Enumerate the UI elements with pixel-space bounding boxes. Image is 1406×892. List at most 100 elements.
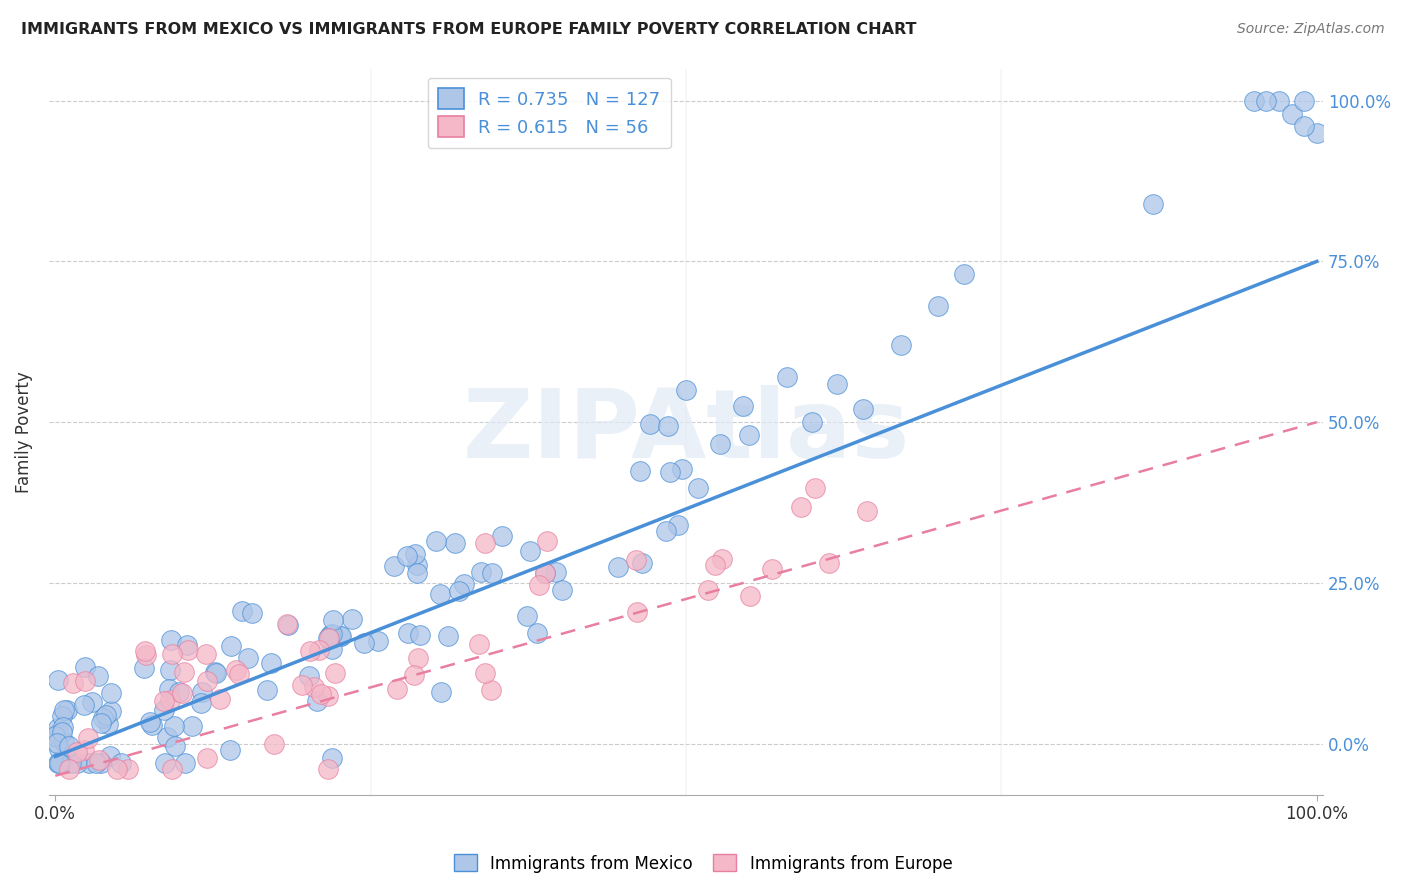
Point <box>640 417 662 431</box>
Point <box>240 606 263 620</box>
Point <box>790 500 813 515</box>
Point <box>449 583 471 598</box>
Point <box>817 557 839 571</box>
Point <box>236 651 259 665</box>
Point <box>534 566 557 580</box>
Point <box>402 667 425 681</box>
Point <box>276 616 298 631</box>
Point <box>160 648 183 662</box>
Point <box>90 756 112 770</box>
Point <box>801 415 824 429</box>
Point <box>77 731 100 745</box>
Point <box>139 715 162 730</box>
Point <box>406 566 429 580</box>
Point <box>134 644 156 658</box>
Point <box>675 383 697 397</box>
Point <box>56 703 79 717</box>
Point <box>163 739 186 753</box>
Point <box>51 708 73 723</box>
Point <box>395 549 418 563</box>
Point <box>263 737 285 751</box>
Point <box>308 642 330 657</box>
Point <box>80 695 103 709</box>
Point <box>48 756 70 770</box>
Point <box>474 536 496 550</box>
Point <box>738 428 761 442</box>
Point <box>385 681 408 696</box>
Point <box>827 376 849 391</box>
Point <box>323 665 346 680</box>
Point <box>443 535 465 549</box>
Point <box>205 665 228 680</box>
Point <box>204 665 226 680</box>
Point <box>316 631 339 645</box>
Point <box>1243 94 1265 108</box>
Point <box>51 724 73 739</box>
Point <box>97 717 120 731</box>
Legend: R = 0.735   N = 127, R = 0.615   N = 56: R = 0.735 N = 127, R = 0.615 N = 56 <box>427 78 671 148</box>
Point <box>425 534 447 549</box>
Point <box>174 756 197 770</box>
Point <box>1142 196 1164 211</box>
Point <box>309 687 332 701</box>
Point <box>156 730 179 744</box>
Point <box>952 267 974 281</box>
Point <box>298 669 321 683</box>
Point <box>256 683 278 698</box>
Point <box>180 719 202 733</box>
Point <box>152 703 174 717</box>
Point <box>776 370 799 384</box>
Point <box>73 698 96 713</box>
Point <box>468 636 491 650</box>
Point <box>135 648 157 662</box>
Point <box>516 608 538 623</box>
Point <box>84 756 107 770</box>
Point <box>228 667 250 681</box>
Point <box>159 664 181 678</box>
Point <box>87 669 110 683</box>
Point <box>329 628 352 642</box>
Point <box>195 751 218 765</box>
Point <box>117 762 139 776</box>
Point <box>66 756 89 770</box>
Point <box>409 628 432 642</box>
Point <box>291 677 314 691</box>
Point <box>53 734 76 748</box>
Point <box>90 716 112 731</box>
Point <box>329 629 352 643</box>
Point <box>260 656 283 670</box>
Point <box>804 481 827 495</box>
Point <box>470 565 492 579</box>
Point <box>544 565 567 579</box>
Point <box>1294 120 1316 134</box>
Point <box>1281 106 1303 120</box>
Point <box>474 666 496 681</box>
Point <box>159 693 181 707</box>
Point <box>190 696 212 710</box>
Point <box>163 718 186 732</box>
Point <box>195 648 218 662</box>
Point <box>318 628 340 642</box>
Point <box>98 748 121 763</box>
Point <box>1256 94 1278 108</box>
Point <box>856 504 879 518</box>
Point <box>141 718 163 732</box>
Point <box>73 743 96 757</box>
Point <box>46 756 69 770</box>
Point <box>533 566 555 580</box>
Point <box>406 558 429 572</box>
Point <box>761 561 783 575</box>
Point <box>318 689 340 703</box>
Point <box>704 558 727 573</box>
Point <box>46 673 69 687</box>
Point <box>731 400 754 414</box>
Point <box>437 629 460 643</box>
Point <box>666 517 689 532</box>
Point <box>94 708 117 723</box>
Point <box>1306 126 1329 140</box>
Point <box>209 692 232 706</box>
Point <box>105 762 128 776</box>
Point <box>624 553 647 567</box>
Point <box>550 582 572 597</box>
Point <box>658 465 681 479</box>
